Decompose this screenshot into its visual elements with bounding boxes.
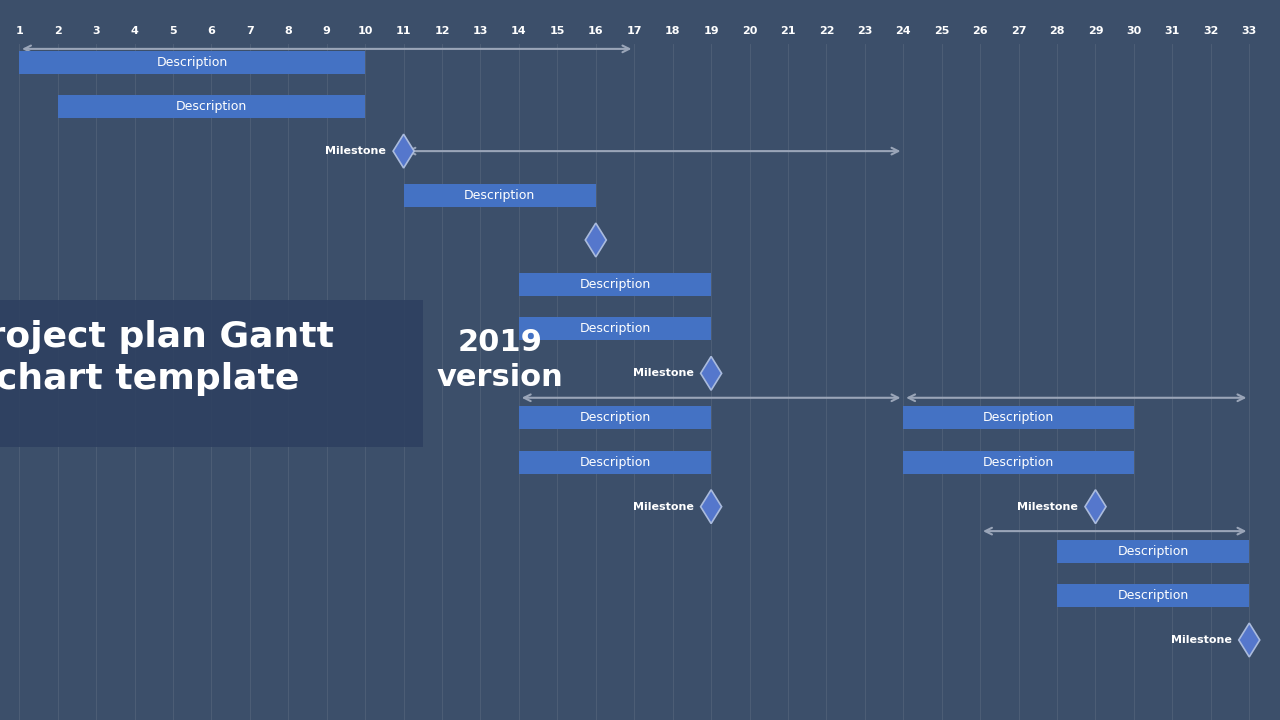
Bar xyxy=(518,318,712,341)
Text: 12: 12 xyxy=(434,26,449,36)
Polygon shape xyxy=(1239,623,1260,657)
Text: Description: Description xyxy=(156,55,228,68)
Bar xyxy=(1057,539,1249,562)
Bar xyxy=(19,50,365,73)
Text: Milestone: Milestone xyxy=(1018,502,1078,512)
Bar xyxy=(0,300,422,446)
Text: Description: Description xyxy=(580,456,650,469)
Text: 21: 21 xyxy=(781,26,796,36)
Text: Description: Description xyxy=(1117,544,1189,557)
Text: Description: Description xyxy=(983,411,1055,424)
Text: Milestone: Milestone xyxy=(1171,635,1231,645)
Bar xyxy=(403,184,595,207)
Text: 5: 5 xyxy=(169,26,177,36)
Text: Milestone: Milestone xyxy=(325,146,387,156)
Bar xyxy=(58,95,365,118)
Text: 24: 24 xyxy=(896,26,911,36)
Text: 16: 16 xyxy=(588,26,604,36)
Text: 13: 13 xyxy=(472,26,488,36)
Text: 30: 30 xyxy=(1126,26,1142,36)
Text: 9: 9 xyxy=(323,26,330,36)
Text: 8: 8 xyxy=(284,26,292,36)
Bar xyxy=(904,451,1134,474)
Text: Project plan Gantt
chart template: Project plan Gantt chart template xyxy=(0,320,334,396)
Polygon shape xyxy=(585,223,607,257)
Text: 7: 7 xyxy=(246,26,253,36)
Text: 19: 19 xyxy=(703,26,719,36)
Text: 18: 18 xyxy=(664,26,681,36)
Text: Description: Description xyxy=(175,100,247,113)
Polygon shape xyxy=(393,134,415,168)
Text: 3: 3 xyxy=(92,26,100,36)
Text: 2: 2 xyxy=(54,26,61,36)
Polygon shape xyxy=(700,490,722,523)
Text: 29: 29 xyxy=(1088,26,1103,36)
Text: 10: 10 xyxy=(357,26,372,36)
Bar xyxy=(518,451,712,474)
Text: 22: 22 xyxy=(819,26,835,36)
Text: Description: Description xyxy=(465,189,535,202)
Text: 15: 15 xyxy=(549,26,564,36)
Polygon shape xyxy=(1085,490,1106,523)
Text: Description: Description xyxy=(580,323,650,336)
Text: 4: 4 xyxy=(131,26,138,36)
Text: Milestone: Milestone xyxy=(632,369,694,378)
Bar xyxy=(518,273,712,296)
Text: Description: Description xyxy=(1117,589,1189,602)
Text: 17: 17 xyxy=(626,26,643,36)
Text: 32: 32 xyxy=(1203,26,1219,36)
Text: 2019
version: 2019 version xyxy=(436,328,563,392)
Text: Description: Description xyxy=(983,456,1055,469)
Text: 33: 33 xyxy=(1242,26,1257,36)
Text: 27: 27 xyxy=(1011,26,1027,36)
Text: 20: 20 xyxy=(742,26,758,36)
Text: 23: 23 xyxy=(858,26,873,36)
Text: Milestone: Milestone xyxy=(632,502,694,512)
Text: 28: 28 xyxy=(1050,26,1065,36)
Bar xyxy=(1057,584,1249,607)
Text: 6: 6 xyxy=(207,26,215,36)
Text: 11: 11 xyxy=(396,26,411,36)
Text: 31: 31 xyxy=(1165,26,1180,36)
Polygon shape xyxy=(700,356,722,390)
Text: 26: 26 xyxy=(973,26,988,36)
Text: 1: 1 xyxy=(15,26,23,36)
Text: 14: 14 xyxy=(511,26,527,36)
Bar xyxy=(904,406,1134,429)
Text: 25: 25 xyxy=(934,26,950,36)
Text: Description: Description xyxy=(580,411,650,424)
Bar xyxy=(518,406,712,429)
Text: Description: Description xyxy=(580,278,650,291)
